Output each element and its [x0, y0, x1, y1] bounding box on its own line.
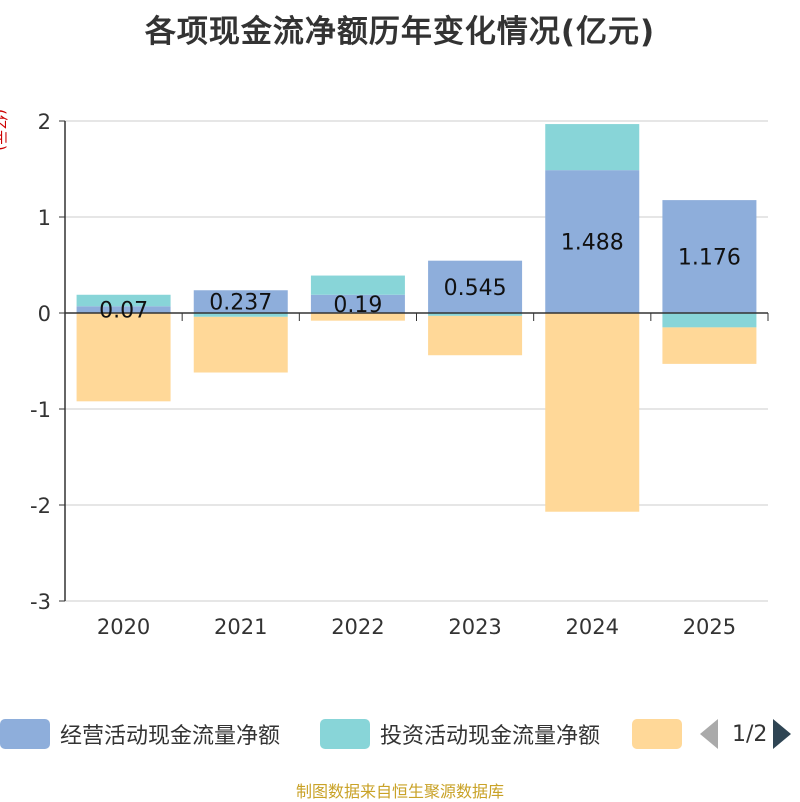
data-label-2020: 0.07: [99, 299, 148, 324]
bar-2024-series-0: [545, 170, 640, 313]
bar-2020-series-2: [76, 313, 171, 402]
prev-page-icon[interactable]: [700, 719, 718, 749]
legend-label-investing: 投资活动现金流量净额: [380, 724, 601, 749]
bar-2021-series-1: [193, 313, 288, 317]
bar-2022-series-0: [310, 294, 405, 313]
bar-2023-series-0: [428, 260, 523, 313]
legend-swatch-financing: [632, 719, 682, 749]
data-label-2022: 0.19: [333, 293, 382, 318]
x-tick-label-2021: 2021: [214, 615, 267, 639]
y-tick-label: -1: [30, 398, 51, 422]
bar-2022-series-1: [310, 275, 405, 295]
bar-2021-series-2: [193, 316, 288, 373]
legend-page-indicator: 1/2: [732, 721, 768, 747]
data-label-2021: 0.237: [209, 291, 272, 316]
bar-2025-series-2: [662, 327, 757, 364]
bar-2022-series-2: [310, 313, 405, 321]
bar-2024-series-1: [545, 124, 640, 171]
data-label-2025: 1.176: [678, 246, 741, 271]
y-tick-label: -3: [30, 590, 51, 614]
y-tick-label: 2: [38, 110, 51, 134]
bar-2020-series-0: [76, 306, 171, 313]
legend-pager: 1/2: [700, 716, 792, 752]
next-page-icon[interactable]: [773, 719, 792, 749]
bar-2021-series-0: [193, 290, 288, 313]
bar-2023-series-2: [428, 315, 523, 356]
legend-item-investing[interactable]: 投资活动现金流量净额: [320, 716, 600, 752]
data-label-2024: 1.488: [561, 231, 624, 256]
legend-swatch-investing: [320, 719, 370, 749]
x-tick-label-2023: 2023: [448, 615, 501, 639]
legend-swatch-operating: [0, 719, 50, 749]
y-tick-label: 1: [38, 206, 51, 230]
y-tick-label: -2: [30, 494, 51, 518]
x-tick-label-2022: 2022: [331, 615, 384, 639]
data-label-2023: 0.545: [444, 276, 507, 301]
y-tick-label: 0: [38, 302, 51, 326]
legend-label-operating: 经营活动现金流量净额: [60, 724, 281, 749]
x-tick-label-2020: 2020: [97, 615, 150, 639]
legend: 经营活动现金流量净额 投资活动现金流量净额 1/2: [0, 716, 800, 752]
bar-2020-series-1: [76, 294, 171, 307]
x-tick-label-2024: 2024: [566, 615, 619, 639]
chart-title: 各项现金流净额历年变化情况(亿元): [144, 14, 656, 50]
bar-2023-series-1: [428, 313, 523, 316]
bar-2025-series-1: [662, 313, 757, 328]
bar-chart: 2 1 0 -1 -2 -3 0.07 0.237 0.19 0.545 1.488 1.176 202…: [30, 110, 769, 639]
legend-item-operating[interactable]: 经营活动现金流量净额: [0, 716, 280, 752]
data-source-note: 制图数据来自恒生聚源数据库: [295, 782, 504, 801]
bar-2024-series-2: [545, 313, 640, 512]
legend-item-financing[interactable]: [632, 716, 692, 752]
x-tick-label-2025: 2025: [683, 615, 736, 639]
bar-2025-series-0: [662, 200, 757, 313]
